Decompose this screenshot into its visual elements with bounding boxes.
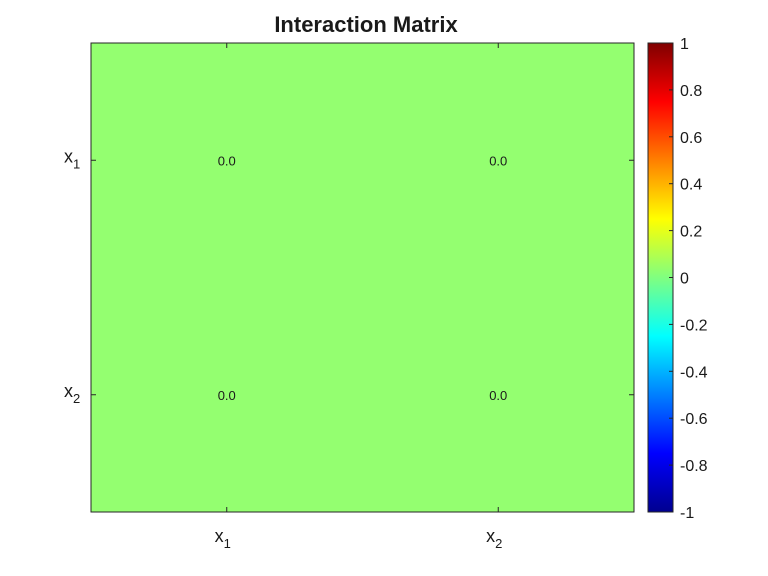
colorbar-tick-label: 0.6 <box>680 130 702 147</box>
heatmap-cell <box>362 277 634 512</box>
colorbar-tick-label: -0.4 <box>680 364 708 381</box>
chart-title: Interaction Matrix <box>274 12 458 37</box>
x-tick-label: x1 <box>215 526 231 551</box>
cell-value-label: 0.0 <box>218 388 236 403</box>
colorbar-tick-label: -0.8 <box>680 458 708 475</box>
cell-value-label: 0.0 <box>489 153 507 168</box>
y-tick-label: x2 <box>64 381 80 406</box>
colorbar: 1 0.8 0.6 0.4 0.2 0 -0.2 -0.4 -0.6 -0.8 -1 <box>647 36 708 522</box>
heatmap-cell <box>91 43 363 278</box>
plot-border <box>90 42 635 513</box>
colorbar-tick-label: -0.6 <box>680 411 708 428</box>
colorbar-tick-label: -1 <box>680 505 694 522</box>
cell-value-label: 0.0 <box>489 388 507 403</box>
plot-area: 0.0 0.0 0.0 0.0 <box>90 42 635 513</box>
colorbar-tick-label: 0 <box>680 271 689 288</box>
y-axis: x1 x2 <box>64 146 80 406</box>
x-axis: x1 x2 <box>215 526 503 551</box>
colorbar-tick-label: 1 <box>680 36 689 53</box>
colorbar-tick-label: -0.2 <box>680 317 708 334</box>
colorbar-tick-label: 0.8 <box>680 83 702 100</box>
heatmap-cell <box>91 277 363 512</box>
heatmap-cell <box>362 43 634 278</box>
colorbar-tick-label: 0.2 <box>680 224 702 241</box>
x-tick-label: x2 <box>486 526 502 551</box>
cell-value-label: 0.0 <box>218 153 236 168</box>
y-tick-label: x1 <box>64 146 80 171</box>
colorbar-tick-label: 0.4 <box>680 177 702 194</box>
